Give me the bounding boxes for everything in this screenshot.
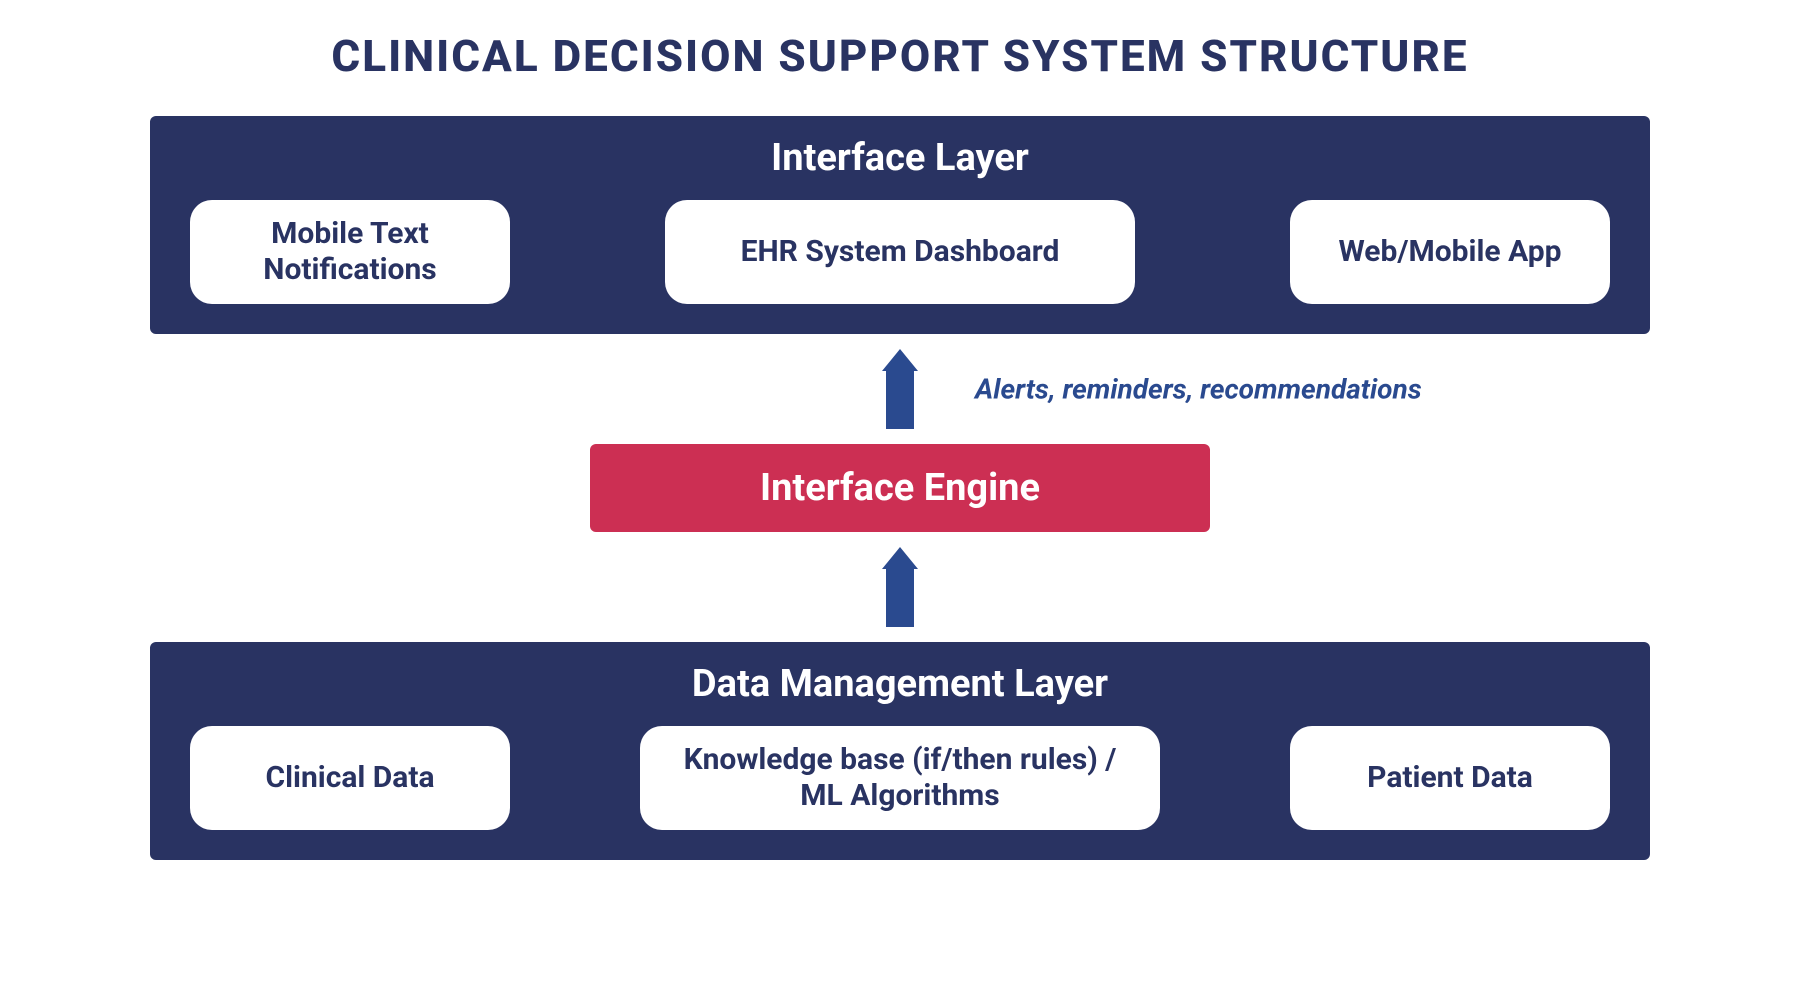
- data-management-layer-title: Data Management Layer: [190, 662, 1610, 706]
- engine-zone: Interface Engine: [150, 444, 1650, 532]
- pill-ehr-dashboard: EHR System Dashboard: [665, 200, 1135, 304]
- interface-layer-title: Interface Layer: [190, 136, 1610, 180]
- data-management-layer-panel: Data Management Layer Clinical Data Know…: [150, 642, 1650, 860]
- data-management-layer-items: Clinical Data Knowledge base (if/then ru…: [190, 726, 1610, 830]
- arrow-up-icon: [882, 349, 918, 429]
- connector-top: Alerts, reminders, recommendations: [150, 334, 1650, 444]
- connector-top-label: Alerts, reminders, recommendations: [975, 373, 1422, 406]
- arrow-up-icon: [882, 547, 918, 627]
- interface-layer-items: Mobile Text Notifications EHR System Das…: [190, 200, 1610, 304]
- connector-bottom: [150, 532, 1650, 642]
- pill-web-mobile-app: Web/Mobile App: [1290, 200, 1610, 304]
- pill-patient-data: Patient Data: [1290, 726, 1610, 830]
- diagram-title: CLINICAL DECISION SUPPORT SYSTEM STRUCTU…: [150, 30, 1650, 82]
- interface-engine-box: Interface Engine: [590, 444, 1210, 532]
- pill-knowledge-base: Knowledge base (if/then rules) / ML Algo…: [640, 726, 1160, 830]
- interface-layer-panel: Interface Layer Mobile Text Notification…: [150, 116, 1650, 334]
- pill-mobile-text: Mobile Text Notifications: [190, 200, 510, 304]
- pill-clinical-data: Clinical Data: [190, 726, 510, 830]
